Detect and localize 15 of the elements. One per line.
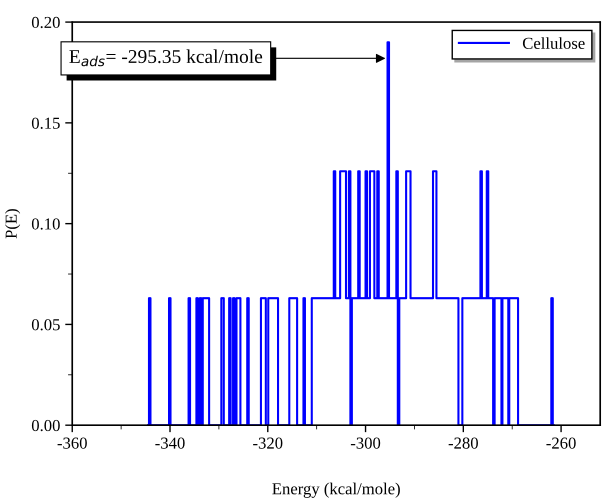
x-tick-label: -360 [58, 437, 87, 449]
x-tick-label: -320 [253, 437, 282, 449]
x-tick-label: -300 [350, 437, 380, 449]
x-tick-label: -340 [155, 437, 185, 449]
y-tick-label: 0.05 [32, 319, 60, 330]
annotation: E$_{ads}$= -295.35 kcal/mole [69, 49, 262, 66]
y-tick-label: 0.15 [32, 118, 60, 129]
x-tick-label: -280 [448, 437, 478, 449]
y-tick-label: 0.20 [32, 16, 60, 28]
y-axis-title: P(E) [5, 209, 20, 238]
x-tick-label: -260 [546, 437, 576, 449]
y-tick-label: 0.10 [32, 218, 60, 230]
x-axis-title: Energy (kcal/mole) [272, 482, 400, 498]
y-tick-label: 0.00 [32, 420, 60, 432]
legend-label: Cellulose [522, 37, 585, 49]
